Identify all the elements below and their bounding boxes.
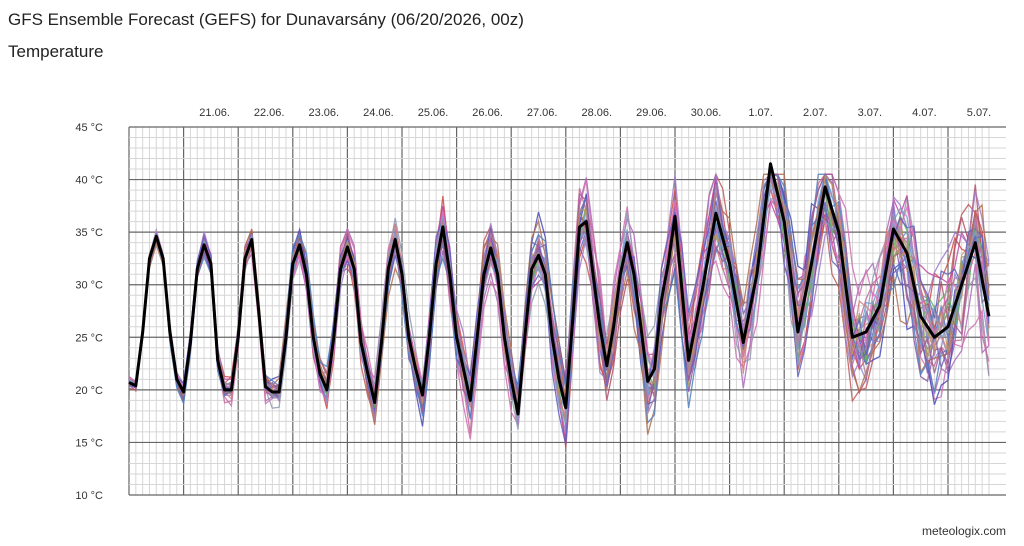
x-tick-label: 4.07.: [912, 107, 936, 119]
x-tick-label: 25.06.: [418, 107, 449, 119]
x-tick-label: 24.06.: [363, 107, 394, 119]
axis-ticks: 10 °C 15 °C 20 °C 25 °C 30 °C 35 °C 40 °C 45 °C…: [75, 107, 991, 502]
y-tick-label: 45 °C: [75, 122, 103, 134]
x-tick-label: 1.07.: [748, 107, 772, 119]
ensemble-member-line: [128, 173, 990, 435]
x-tick-label: 26.06.: [472, 107, 503, 119]
x-tick-label: 5.07.: [967, 107, 991, 119]
x-tick-label: 29.06.: [636, 107, 667, 119]
x-tick-label: 22.06.: [254, 107, 285, 119]
x-tick-label: 28.06.: [582, 107, 613, 119]
main-series: [128, 162, 991, 416]
chart-subtitle: Temperature: [8, 42, 104, 61]
main-forecast-line: [128, 162, 991, 416]
source-credit: meteologix.com: [921, 524, 1006, 538]
y-tick-label: 15 °C: [75, 437, 103, 449]
x-tick-label: 2.07.: [803, 107, 827, 119]
x-tick-label: 21.06.: [199, 107, 230, 119]
x-tick-label: 30.06.: [691, 107, 722, 119]
x-tick-label: 23.06.: [309, 107, 340, 119]
x-tick-label: 27.06.: [527, 107, 558, 119]
y-tick-label: 25 °C: [75, 332, 103, 344]
y-tick-label: 35 °C: [75, 227, 103, 239]
chart-title: GFS Ensemble Forecast (GEFS) for Dunavar…: [8, 10, 524, 29]
ensemble-member-line: [128, 174, 990, 421]
y-tick-label: 30 °C: [75, 280, 103, 292]
y-tick-label: 40 °C: [75, 175, 103, 187]
x-tick-label: 3.07.: [858, 107, 882, 119]
ensemble-member-line: [128, 173, 990, 417]
y-tick-label: 10 °C: [75, 490, 103, 502]
y-tick-label: 20 °C: [75, 385, 103, 397]
